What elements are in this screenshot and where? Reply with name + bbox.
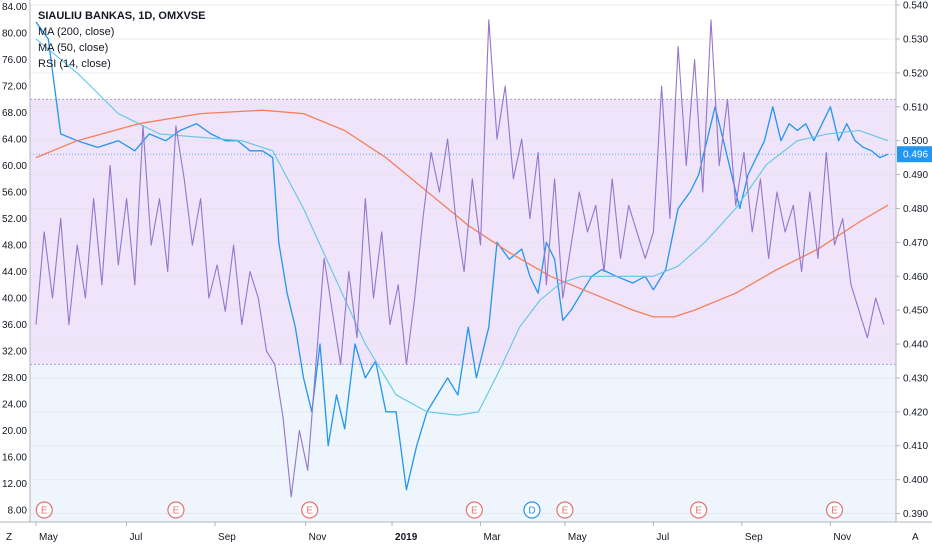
last-price-label: 0.496 [903,150,928,161]
left-tick-label: 36.00 [2,320,27,331]
x-tick-label: 2019 [395,532,418,543]
left-tick-label: 32.00 [2,347,27,358]
right-tick-label: 0.400 [903,475,928,486]
left-tick-label: 44.00 [2,267,27,278]
earnings-marker [35,501,53,519]
legend-rsi[interactable]: RSI (14, close) [38,58,111,70]
right-tick-label: 0.490 [903,170,928,181]
event-marker-label: E [695,506,702,517]
left-tick-label: 48.00 [2,241,27,252]
x-tick-label: May [568,532,587,543]
left-tick-label: 20.00 [2,426,27,437]
right-tick-label: 0.440 [903,340,928,351]
right-tick-label: 0.420 [903,407,928,418]
left-tick-label: 40.00 [2,294,27,305]
legend: SIAULIU BANKAS, 1D, OMXVSE MA (200, clos… [38,8,205,72]
ma50-line [35,38,889,416]
right-tick-label: 0.470 [903,238,928,249]
price-line [35,21,889,491]
x-tick-label: May [39,532,58,543]
event-marker-label: E [831,506,838,517]
left-tick-label: 8.00 [8,506,28,517]
right-tick-label: 0.540 [903,1,928,12]
rsi-oversold-zone [30,364,896,522]
left-tick-label: 28.00 [2,373,27,384]
right-tick-label: 0.500 [903,136,928,147]
left-tick-label: 12.00 [2,479,27,490]
right-tick-label: 0.390 [903,509,928,520]
left-tick-label: 68.00 [2,108,27,119]
x-tick-label: Jul [130,532,143,543]
left-tick-label: 56.00 [2,188,27,199]
earnings-marker [301,501,319,519]
event-marker-label: E [306,506,313,517]
last-price-label-group: 0.496 [897,146,932,163]
right-tick-label: 0.450 [903,306,928,317]
right-tick-label: 0.410 [903,441,928,452]
legend-ma200[interactable]: MA (200, close) [38,26,115,38]
x-tick-label: Nov [309,532,327,543]
legend-title[interactable]: SIAULIU BANKAS, 1D, OMXVSE [38,10,206,22]
left-tick-label: 16.00 [2,453,27,464]
left-tick-label: 76.00 [2,55,27,66]
last-price-badge [897,146,932,163]
right-tick-label: 0.460 [903,272,928,283]
event-marker-label: D [528,506,535,517]
left-tick-label: 72.00 [2,82,27,93]
event-marker-label: E [471,506,478,517]
grid [30,4,896,515]
right-tick-label: 0.480 [903,204,928,215]
event-marker-label: E [562,506,569,517]
x-tick-label: Sep [745,532,763,543]
ma200-line [35,109,889,318]
left-tick-label: 64.00 [2,135,27,146]
left-tick-label: 52.00 [2,214,27,225]
earnings-marker [167,501,185,519]
earnings-marker [465,501,483,519]
x-tick-label: Nov [833,532,851,543]
rsi-line [35,19,885,498]
legend-ma50[interactable]: MA (50, close) [38,42,109,54]
right-tick-label: 0.530 [903,34,928,45]
x-tick-label: Sep [218,532,236,543]
auto-scale-button[interactable]: A [912,532,919,543]
rsi-zones [30,98,896,522]
right-tick-label: 0.430 [903,373,928,384]
right-tick-label: 0.520 [903,68,928,79]
x-tick-label: Mar [484,532,502,543]
x-tick-label: Jul [656,532,669,543]
earnings-marker [556,501,574,519]
event-marker-label: E [41,506,48,517]
earnings-marker [690,501,708,519]
timezone-button[interactable]: Z [6,532,13,543]
left-tick-label: 60.00 [2,161,27,172]
left-tick-label: 24.00 [2,400,27,411]
earnings-marker [825,501,844,519]
series-layer [30,19,896,498]
left-tick-label: 80.00 [2,29,27,40]
event-marker-label: E [173,506,180,517]
left-tick-label: 84.00 [2,2,27,13]
right-tick-label: 0.510 [903,102,928,113]
dividend-marker [523,501,541,519]
